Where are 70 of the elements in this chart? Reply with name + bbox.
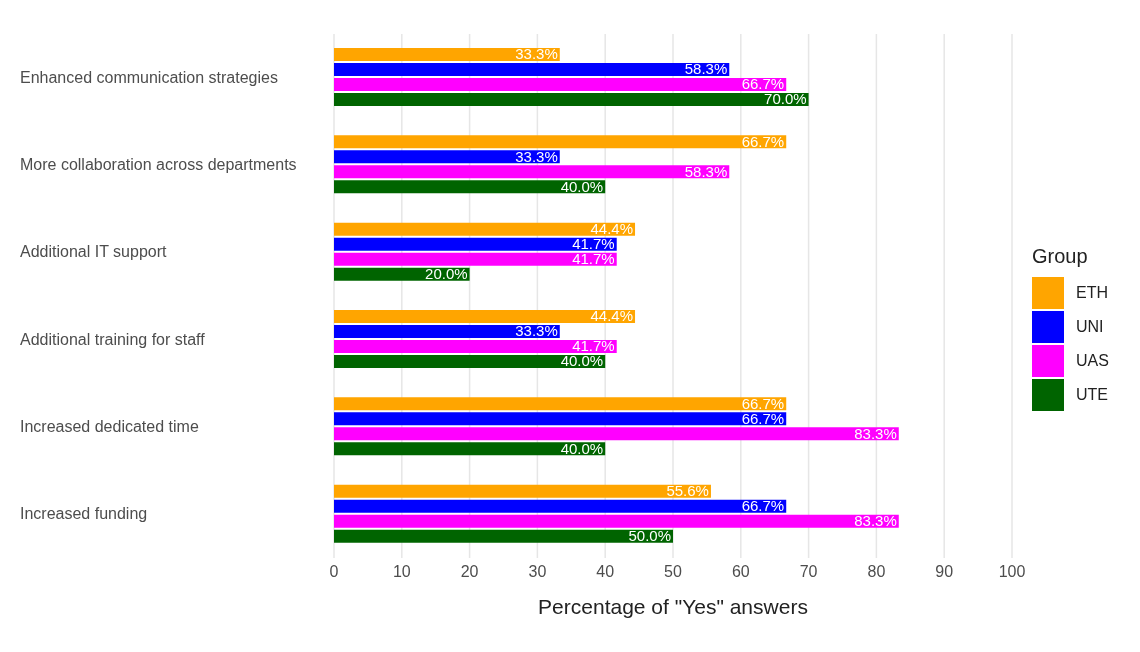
bar — [334, 339, 617, 353]
x-tick-label: 90 — [935, 563, 954, 581]
bar — [334, 222, 636, 236]
bar — [334, 412, 787, 426]
data-label: 58.3% — [684, 162, 728, 180]
y-tick-label: Increased dedicated time — [20, 418, 199, 435]
bar — [334, 165, 730, 179]
legend-label: UNI — [1076, 317, 1104, 336]
x-axis-title: Percentage of "Yes" answers — [538, 595, 808, 618]
data-label: 41.7% — [572, 235, 615, 253]
data-label: 40.0% — [560, 177, 604, 195]
data-label: 40.0% — [560, 352, 604, 370]
data-label: 58.3% — [684, 60, 728, 78]
legend-label: UTE — [1076, 385, 1108, 404]
legend-label: UAS — [1076, 351, 1109, 370]
data-label: 44.4% — [590, 307, 634, 325]
y-tick-label: Additional IT support — [20, 243, 168, 261]
data-label: 33.3% — [515, 147, 558, 165]
data-label: 66.7% — [741, 75, 785, 93]
data-label: 55.6% — [666, 482, 709, 500]
data-label: 50.0% — [628, 527, 671, 545]
x-tick-label: 80 — [867, 563, 886, 581]
x-tick-label: 50 — [664, 563, 682, 581]
x-tick-label: 60 — [731, 563, 750, 581]
y-tick-label: Increased funding — [20, 505, 148, 523]
bar — [334, 135, 787, 149]
x-tick-label: 10 — [392, 563, 411, 581]
bar — [334, 324, 560, 338]
bar — [334, 499, 787, 513]
data-label: 44.4% — [590, 220, 634, 238]
data-label: 83.3% — [854, 424, 897, 442]
legend-label: ETH — [1076, 283, 1108, 302]
bar — [334, 354, 606, 368]
bar — [334, 237, 617, 251]
data-label: 66.7% — [741, 409, 785, 427]
bar — [334, 514, 899, 528]
data-label: 40.0% — [560, 439, 604, 457]
bar — [334, 47, 560, 61]
bar — [334, 252, 617, 266]
bar — [334, 77, 787, 91]
bar — [334, 180, 606, 194]
bar — [334, 62, 730, 76]
data-label: 70.0% — [764, 90, 807, 108]
data-label: 66.7% — [741, 132, 785, 150]
x-tick-label: 100 — [998, 563, 1026, 581]
legend-title: Group — [1032, 244, 1089, 268]
data-label: 66.7% — [741, 394, 785, 412]
x-tick-label: 40 — [596, 563, 615, 581]
data-label: 20.0% — [425, 265, 468, 283]
bar — [334, 397, 787, 411]
y-tick-label: More collaboration across departments — [20, 156, 297, 173]
data-label: 33.3% — [515, 322, 558, 340]
y-tick-label: Enhanced communication strategies — [20, 68, 278, 86]
x-tick-label: 30 — [528, 563, 547, 581]
bar — [334, 150, 560, 164]
bar — [334, 309, 636, 323]
bar — [334, 92, 809, 106]
data-label: 41.7% — [572, 337, 615, 355]
data-label: 41.7% — [572, 250, 615, 268]
data-label: 66.7% — [741, 497, 785, 515]
bar — [334, 427, 899, 441]
bar — [334, 529, 673, 543]
x-tick-label: 0 — [329, 563, 339, 581]
bar — [334, 442, 606, 456]
data-label: 83.3% — [854, 512, 897, 530]
y-tick-label: Additional training for staff — [20, 330, 206, 348]
data-label: 33.3% — [515, 45, 558, 63]
bar — [334, 484, 711, 498]
x-tick-label: 20 — [460, 563, 479, 581]
x-tick-label: 70 — [799, 563, 818, 581]
